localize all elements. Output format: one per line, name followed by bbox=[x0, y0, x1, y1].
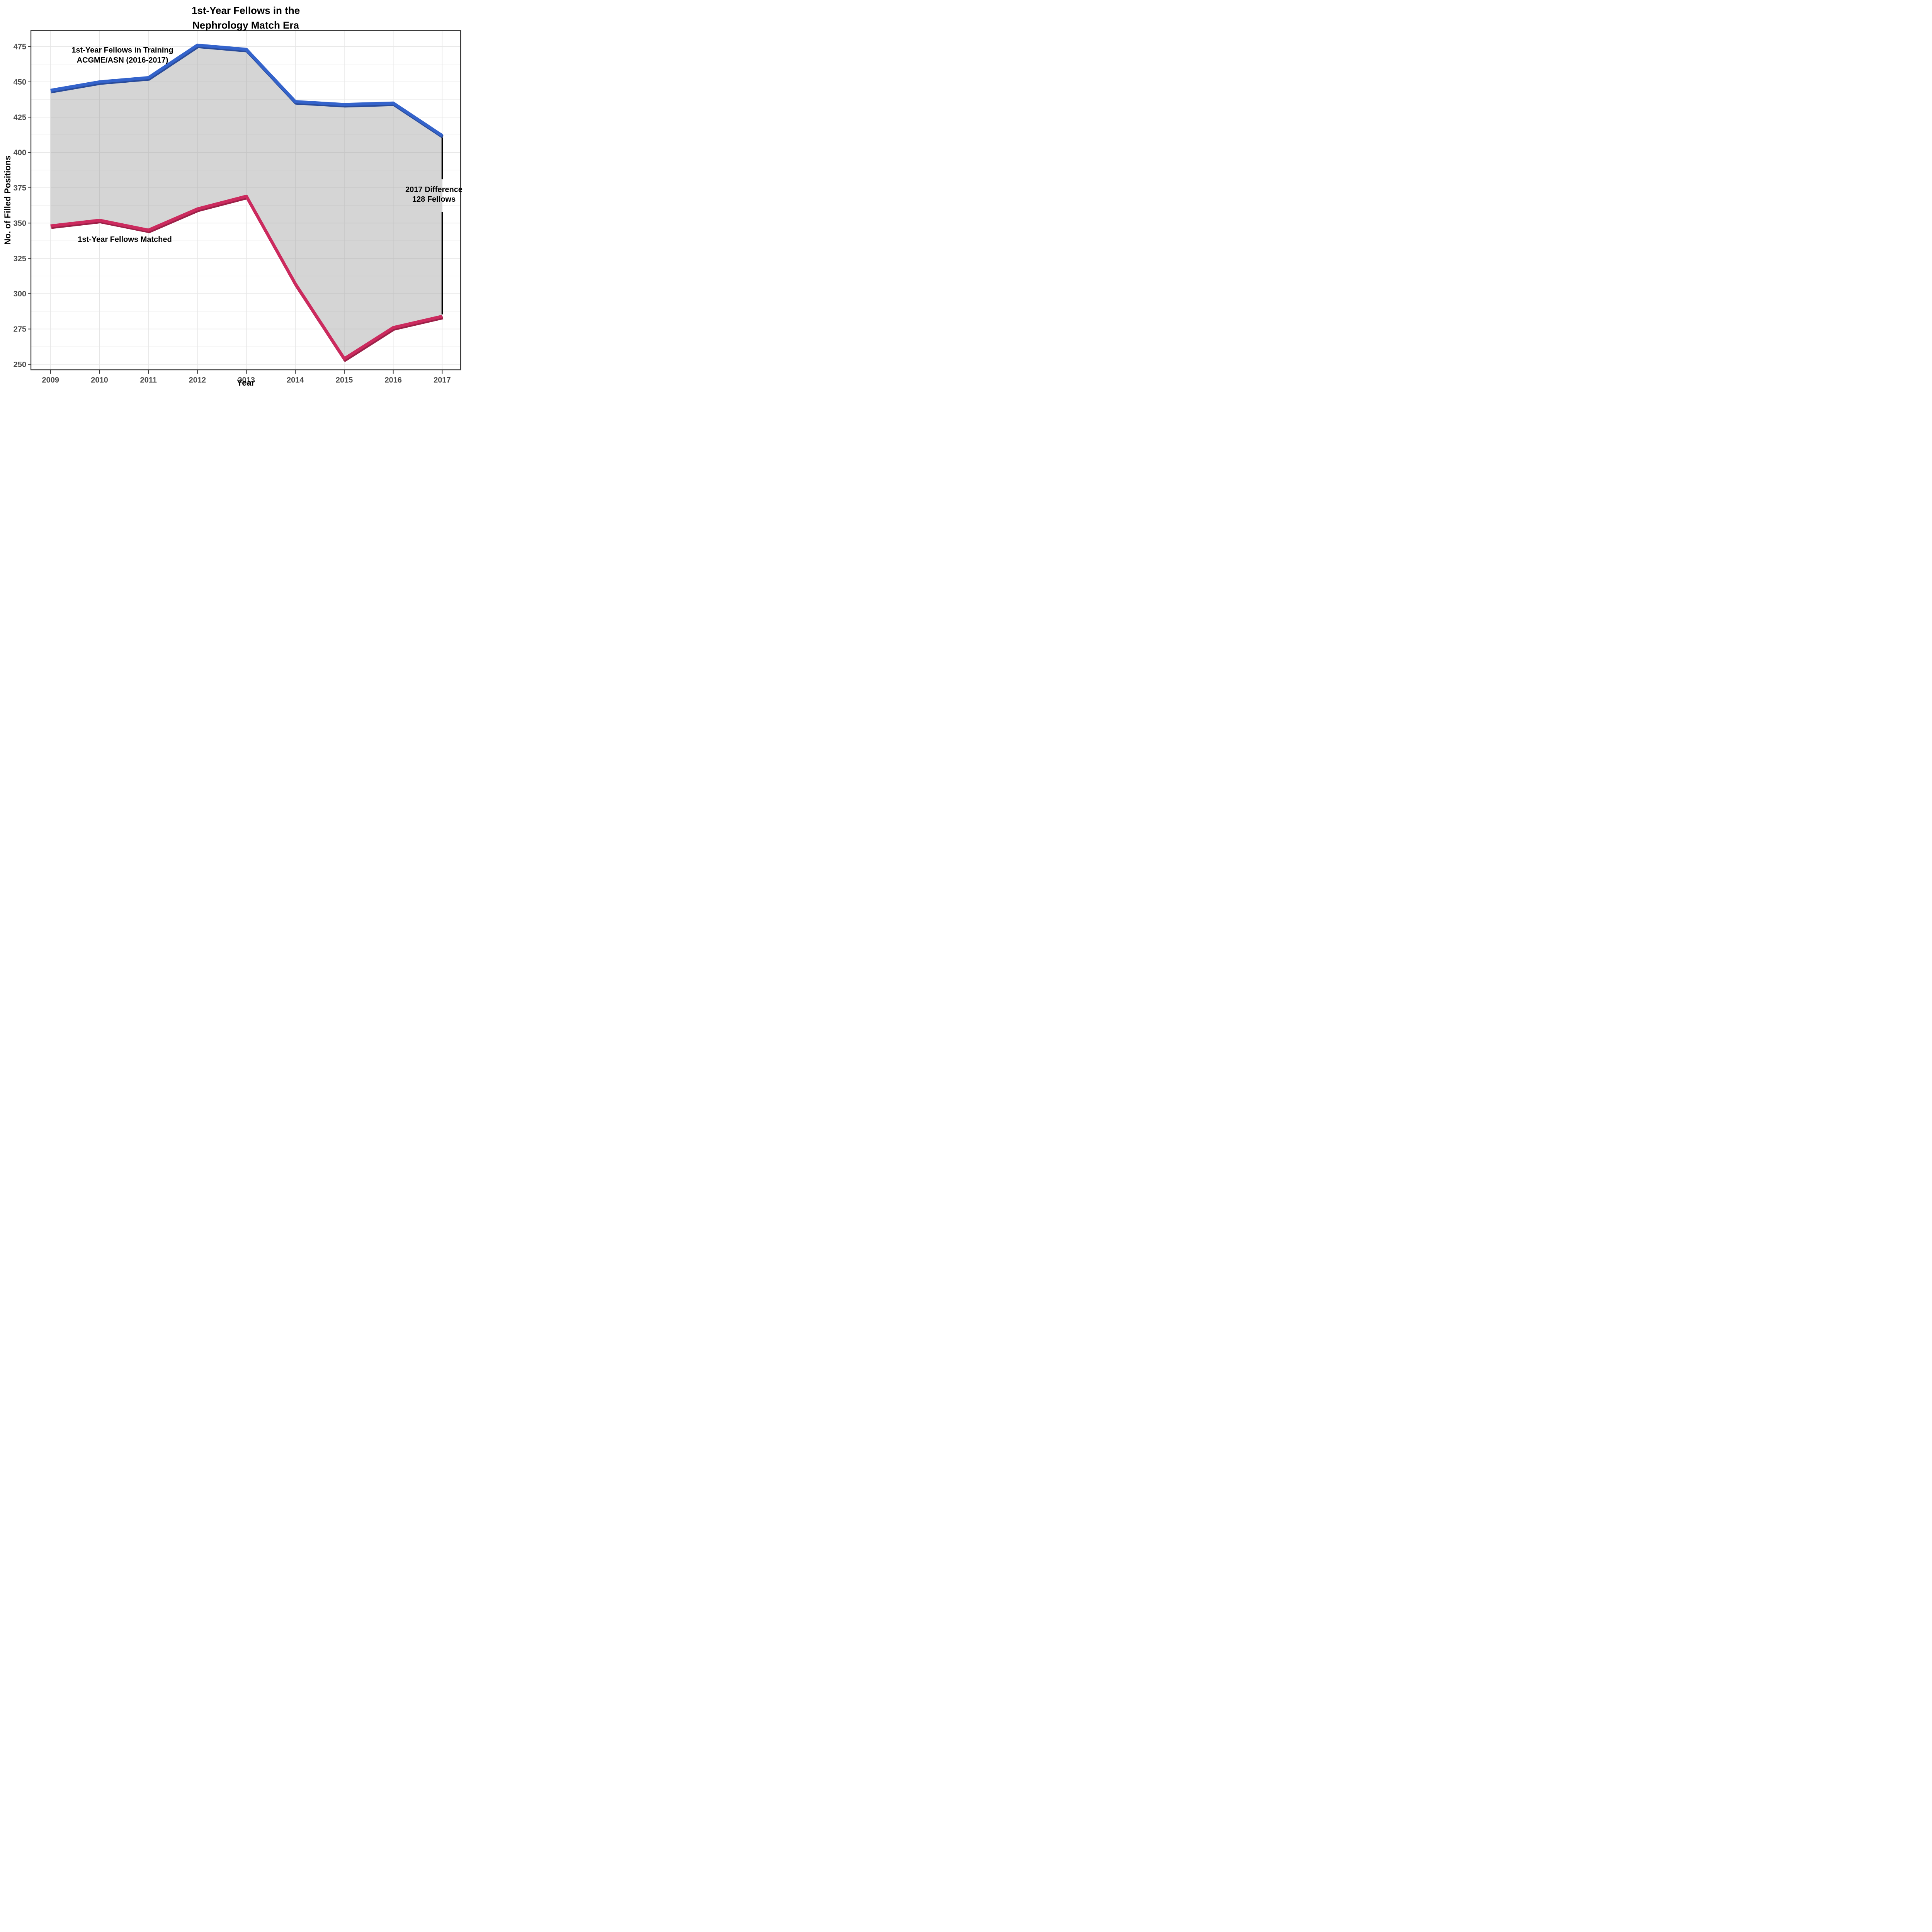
annotation-training-line1: 1st-Year Fellows in Training bbox=[71, 46, 173, 54]
x-axis-tick-label: 2017 bbox=[434, 376, 451, 384]
chart-title-line1: 1st-Year Fellows in the bbox=[191, 5, 300, 16]
annotation-difference-line1: 2017 Difference bbox=[405, 185, 463, 194]
panel-border bbox=[30, 30, 461, 371]
y-axis-tick-label: 400 bbox=[14, 149, 26, 157]
series-matched-line bbox=[50, 194, 443, 361]
y-axis-tick-label: 375 bbox=[14, 184, 26, 192]
annotation-training: 1st-Year Fellows in Training ACGME/ASN (… bbox=[71, 45, 173, 65]
panel-background bbox=[31, 31, 461, 370]
annotation-difference: 2017 Difference 128 Fellows bbox=[405, 185, 463, 204]
x-axis-tick-label: 2013 bbox=[238, 376, 255, 384]
chart-title: 1st-Year Fellows in the Nephrology Match… bbox=[192, 3, 300, 32]
x-axis-tick-label: 2016 bbox=[384, 376, 402, 384]
ribbon-between-series bbox=[50, 45, 442, 359]
y-axis-tick-label: 450 bbox=[14, 78, 26, 87]
x-axis-tick-label: 2010 bbox=[91, 376, 108, 384]
x-axis-tick-label: 2014 bbox=[287, 376, 304, 384]
annotation-training-line2: ACGME/ASN (2016-2017) bbox=[77, 56, 168, 65]
x-axis-tick-label: 2009 bbox=[42, 376, 60, 384]
y-axis-tick-label: 350 bbox=[14, 219, 26, 228]
plot-svg: 250 275 300 325 350 375 400 425 450 475 2009 2010 20… bbox=[14, 30, 461, 384]
y-axis-tick-label: 250 bbox=[14, 361, 26, 369]
y-axis-tick-label: 475 bbox=[14, 43, 26, 51]
x-axis-title: Year bbox=[236, 378, 255, 386]
x-axis-tick-label: 2012 bbox=[189, 376, 206, 384]
annotation-matched: 1st-Year Fellows Matched bbox=[78, 235, 172, 244]
y-axis-tick-label: 300 bbox=[14, 290, 26, 298]
x-axis-tick-label: 2011 bbox=[140, 376, 157, 384]
annotation-difference-line2: 128 Fellows bbox=[412, 195, 456, 204]
chart-title-line2: Nephrology Match Era bbox=[192, 19, 299, 31]
y-axis-tick-label: 325 bbox=[14, 255, 26, 263]
series-training-line bbox=[50, 43, 443, 137]
y-axis-title: No. of Filled Positions bbox=[3, 155, 12, 245]
y-axis-tick-label: 425 bbox=[14, 113, 26, 122]
x-axis-tick-label: 2015 bbox=[336, 376, 353, 384]
y-axis-tick-label: 275 bbox=[14, 325, 26, 334]
chart-container: 250 275 300 325 350 375 400 425 450 475 2009 2010 20… bbox=[0, 0, 464, 386]
